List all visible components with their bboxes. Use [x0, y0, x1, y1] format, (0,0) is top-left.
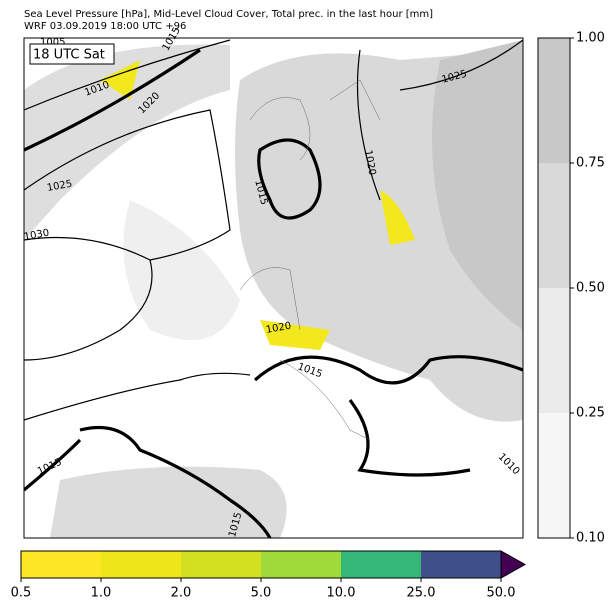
time-box: [29, 43, 115, 65]
title: Sea Level Pressure [hPa], Mid-Level Clou…: [24, 9, 433, 20]
isobar-label: 1030: [23, 228, 50, 243]
map: [23, 37, 524, 539]
color-segment: [421, 551, 501, 578]
tick-label: 0.25: [576, 406, 605, 421]
precip-colorbar: 0.5 1.0 2.0 5.0 10.0 25.0 50.0: [11, 550, 527, 601]
color-segment: [101, 551, 181, 578]
color-segment: [538, 163, 570, 288]
tick-label: 0.10: [576, 531, 605, 546]
isobar-label: 1020: [362, 149, 377, 176]
tick-label: 2.0: [171, 586, 192, 601]
tick-label: 0.5: [11, 586, 32, 601]
isobar-label: 1020: [265, 321, 292, 336]
tick-label: 0.50: [576, 281, 605, 296]
cloud-colorbar: 0.10 0.25 0.50 0.75 1.00: [537, 31, 605, 546]
color-segment: [21, 551, 101, 578]
time-label: 18 UTC Sat: [33, 48, 105, 63]
tick-label: 10.0: [327, 586, 356, 601]
tick-label: 5.0: [251, 586, 272, 601]
tick-label: 25.0: [407, 586, 436, 601]
tick-label: 0.75: [576, 156, 605, 171]
tick-label: 1.0: [91, 586, 112, 601]
extend-arrow: [500, 550, 527, 579]
color-segment: [538, 38, 570, 163]
isobar-label: 1025: [46, 179, 73, 194]
color-segment: [538, 288, 570, 413]
tick-label: 50.0: [487, 586, 516, 601]
isobar-label: 1005: [40, 37, 65, 48]
subtitle: WRF 03.09.2019 18:00 UTC +96: [24, 21, 186, 32]
color-segment: [261, 551, 341, 578]
color-segment: [341, 551, 421, 578]
tick-label: 1.00: [576, 31, 605, 46]
color-segment: [181, 551, 261, 578]
color-segment: [538, 413, 570, 538]
